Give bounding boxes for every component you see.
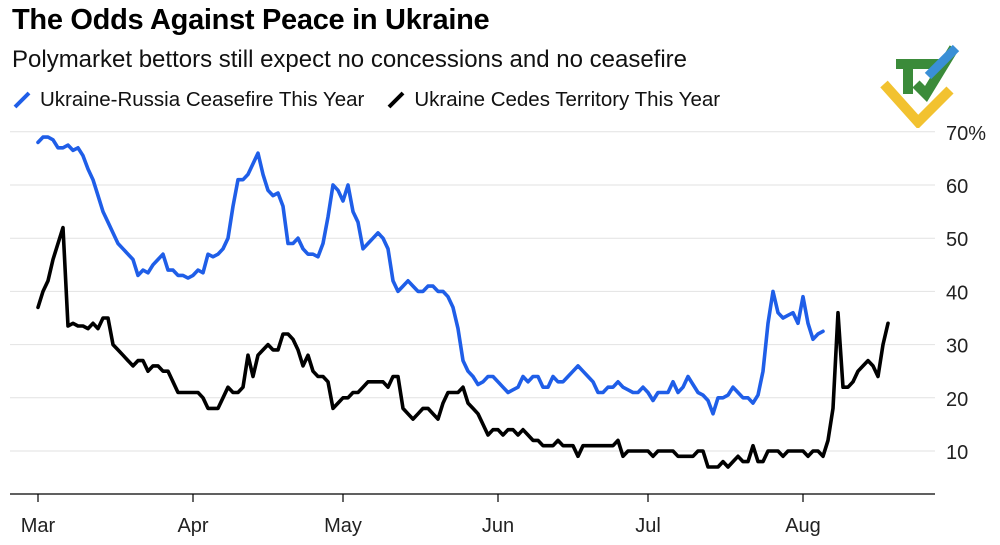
series-line-ceasefire <box>36 135 825 416</box>
y-tick-label: 70% <box>946 123 986 145</box>
y-tick-label: 20 <box>946 389 968 411</box>
chart-subtitle: Polymarket bettors still expect no conce… <box>12 46 688 73</box>
legend-entry-ceasefire: Ukraine-Russia Ceasefire This Year <box>12 88 364 112</box>
y-tick-label: 40 <box>946 282 968 304</box>
legend-label-territory: Ukraine Cedes Territory This Year <box>414 88 721 111</box>
x-tick-label: Mar <box>21 515 56 537</box>
y-tick-label: 30 <box>946 336 968 358</box>
x-tick-label: Jul <box>635 515 661 537</box>
chart-title: The Odds Against Peace in Ukraine <box>12 4 490 36</box>
y-tick-label: 60 <box>946 176 968 198</box>
x-tick-label: May <box>324 515 362 537</box>
brand-logo-icon <box>880 44 960 128</box>
y-tick-label: 10 <box>946 442 968 464</box>
y-tick-label: 50 <box>946 229 968 251</box>
series-line-territory <box>36 225 890 469</box>
legend-label-ceasefire: Ukraine-Russia Ceasefire This Year <box>40 88 365 111</box>
legend-swatch-territory-icon <box>387 91 405 109</box>
x-tick-label: Apr <box>177 515 208 537</box>
legend-swatch-ceasefire-icon <box>13 91 31 109</box>
x-tick-label: Jun <box>482 515 514 537</box>
legend: Ukraine-Russia Ceasefire This Year Ukrai… <box>12 88 742 112</box>
x-tick-label: Aug <box>785 515 821 537</box>
legend-entry-territory: Ukraine Cedes Territory This Year <box>386 88 720 112</box>
